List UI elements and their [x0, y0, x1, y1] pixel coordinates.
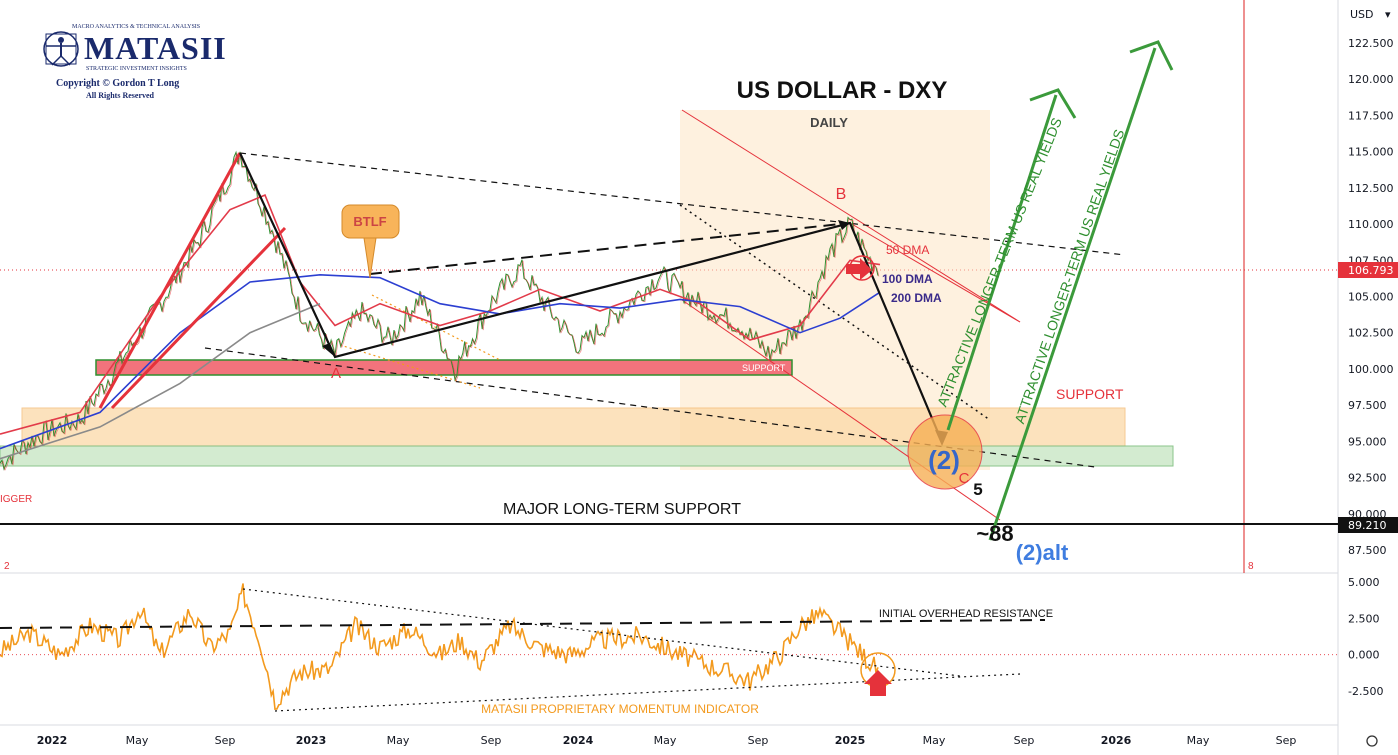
red-support-band — [95, 359, 793, 376]
target-label: ~88 — [976, 521, 1013, 546]
price-tick-label: 95.000 — [1348, 435, 1387, 448]
time-tick-label: 2022 — [37, 734, 68, 747]
settings-gear-icon[interactable] — [1366, 735, 1378, 747]
bold-dashed-trendline — [369, 222, 851, 275]
time-tick-label: Sep — [481, 734, 502, 747]
momentum-axis: 5.000 2.500 0.000 -2.500 — [1348, 576, 1383, 698]
price-tick-label: 105.000 — [1348, 291, 1394, 304]
channel-mid-line — [849, 222, 1021, 323]
price-tick-label: 112.500 — [1348, 182, 1394, 195]
currency-dropdown-icon[interactable]: ▾ — [1385, 8, 1391, 21]
ma-line-50-dma — [0, 194, 881, 435]
time-tick-label: May — [126, 734, 149, 747]
time-tick-label: Sep — [1014, 734, 1035, 747]
time-axis: 2022 May Sep 2023 May Sep 2024 May Sep 2025 May Sep… — [37, 734, 1297, 747]
momentum-series-group — [0, 583, 1338, 710]
time-tick-label: 2025 — [835, 734, 866, 747]
resistance-label: INITIAL OVERHEAD RESISTANCE — [879, 608, 1053, 620]
price-tick-label: 100.000 — [1348, 363, 1394, 376]
red-impulse-line-1 — [98, 152, 242, 409]
red-impulse-line-2 — [110, 226, 287, 410]
dma200-label: 200 DMA — [891, 291, 942, 305]
wave-polyline — [239, 152, 944, 443]
price-tick-label: 92.500 — [1348, 472, 1387, 485]
pane-left-label: 2 — [4, 561, 10, 572]
green-arrow-2 — [988, 40, 1174, 541]
dma50-label: 50 DMA — [886, 243, 929, 257]
wave-2alt-label: (2)alt — [1016, 540, 1069, 565]
support-box-label: SUPPORT — [742, 363, 786, 373]
momentum-tick-label: 0.000 — [1348, 649, 1380, 662]
overhead-resistance-line — [0, 619, 1046, 629]
wave-2-label: (2) — [928, 445, 960, 475]
red-up-arrow — [864, 670, 892, 696]
momentum-upper-dotted — [242, 588, 961, 677]
price-axis: 122.500 120.000 117.500 115.000 112.500 110.0… — [1348, 37, 1394, 557]
momentum-line — [0, 583, 879, 710]
logo-rights: All Rights Reserved — [86, 91, 154, 100]
logo-tagline: MACRO ANALYTICS & TECHNICAL ANALYSIS — [72, 24, 201, 30]
trigger-label: IGGER — [0, 494, 32, 505]
vitruvian-logo-icon — [43, 31, 79, 67]
support-right-label: SUPPORT — [1056, 386, 1124, 402]
matasii-logo: MACRO ANALYTICS & TECHNICAL ANALYSIS MAT… — [40, 24, 226, 102]
time-tick-label: May — [654, 734, 677, 747]
logo-name: MATASII — [84, 30, 227, 66]
wave-c-label: C — [959, 470, 970, 487]
green-arrow-1 — [946, 88, 1077, 431]
btlf-pointer — [363, 237, 377, 279]
time-tick-label: 2024 — [563, 734, 594, 747]
upper-dashed-trendline — [239, 152, 1126, 256]
time-tick-label: 2023 — [296, 734, 327, 747]
price-tick-label: 110.000 — [1348, 218, 1394, 231]
momentum-title: MATASII PROPRIETARY MOMENTUM INDICATOR — [481, 702, 759, 716]
chart-title: US DOLLAR - DXY — [737, 77, 948, 104]
time-tick-label: May — [387, 734, 410, 747]
time-tick-label: May — [923, 734, 946, 747]
wave-a-arrowhead — [322, 343, 335, 357]
support-price-value: 89.210 — [1348, 519, 1387, 532]
ma-line-200-dma — [0, 302, 321, 460]
last-price-value: 106.793 — [1348, 264, 1394, 277]
wave-5-label: 5 — [973, 480, 982, 499]
wave-b-arrowhead — [838, 220, 850, 230]
price-tick-label: 87.500 — [1348, 544, 1387, 557]
chart-subtitle: DAILY — [810, 115, 848, 130]
price-tick-label: 115.000 — [1348, 146, 1394, 159]
dma100-label: 100 DMA — [882, 272, 933, 286]
major-support-label: MAJOR LONG-TERM SUPPORT — [503, 501, 741, 518]
price-tick-label: 102.500 — [1348, 327, 1394, 340]
red-right-arrow — [846, 258, 872, 280]
time-tick-label: 2026 — [1101, 734, 1132, 747]
wave-b-label: B — [836, 186, 847, 203]
channel-upper-line — [681, 109, 1021, 323]
momentum-tick-label: -2.500 — [1348, 685, 1383, 698]
price-tick-label: 120.000 — [1348, 73, 1394, 86]
green-support-band — [0, 445, 1174, 467]
wave-path — [239, 152, 944, 443]
pane-right-label: 8 — [1248, 561, 1254, 572]
price-tick-label: 97.500 — [1348, 399, 1387, 412]
logo-subtitle: STRATEGIC INVESTMENT INSIGHTS — [86, 66, 187, 72]
btlf-label: BTLF — [353, 214, 386, 229]
time-tick-label: Sep — [215, 734, 236, 747]
momentum-lower-dotted — [274, 673, 1021, 712]
momentum-tick-label: 5.000 — [1348, 576, 1380, 589]
momentum-tick-label: 2.500 — [1348, 612, 1380, 625]
time-tick-label: Sep — [1276, 734, 1297, 747]
last-price-tag — [1338, 262, 1398, 278]
price-tick-label: 122.500 — [1348, 37, 1394, 50]
logo-copyright: Copyright © Gordon T Long — [56, 78, 180, 89]
time-tick-label: Sep — [748, 734, 769, 747]
currency-label: USD — [1350, 8, 1374, 21]
wave-a-label: A — [331, 365, 341, 382]
wave-2-circle — [907, 414, 983, 490]
price-tick-label: 117.500 — [1348, 109, 1394, 122]
support-price-tag — [1338, 517, 1398, 533]
time-tick-label: May — [1187, 734, 1210, 747]
